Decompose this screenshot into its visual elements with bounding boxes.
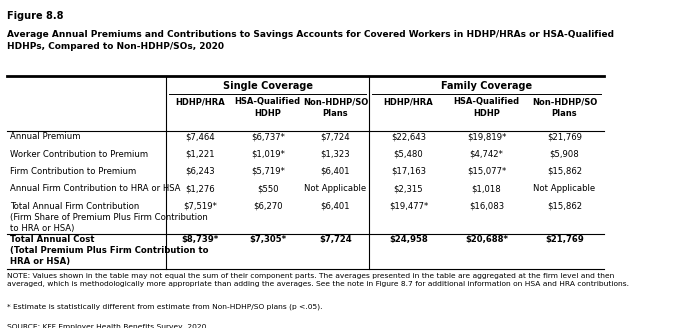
Text: $1,018: $1,018 (472, 184, 501, 193)
Text: Total Annual Cost
(Total Premium Plus Firm Contribution to
HRA or HSA): Total Annual Cost (Total Premium Plus Fi… (10, 235, 208, 266)
Text: $7,724: $7,724 (321, 132, 350, 141)
Text: $15,077*: $15,077* (467, 167, 506, 176)
Text: $22,643: $22,643 (391, 132, 426, 141)
Text: Total Annual Firm Contribution
(Firm Share of Premium Plus Firm Contribution
to : Total Annual Firm Contribution (Firm Sha… (10, 202, 207, 233)
Text: $19,819*: $19,819* (467, 132, 506, 141)
Text: $550: $550 (257, 184, 278, 193)
Text: $7,724: $7,724 (319, 235, 352, 244)
Text: Family Coverage: Family Coverage (441, 81, 532, 91)
Text: Non-HDHP/SO
Plans: Non-HDHP/SO Plans (303, 97, 368, 117)
Text: * Estimate is statistically different from estimate from Non-HDHP/SO plans (p <.: * Estimate is statistically different fr… (8, 304, 323, 310)
Text: $1,276: $1,276 (185, 184, 215, 193)
Text: Single Coverage: Single Coverage (223, 81, 313, 91)
Text: SOURCE: KFF Employer Health Benefits Survey, 2020: SOURCE: KFF Employer Health Benefits Sur… (8, 324, 207, 328)
Text: Not Applicable: Not Applicable (304, 184, 367, 193)
Text: $5,908: $5,908 (550, 150, 580, 158)
Text: Figure 8.8: Figure 8.8 (8, 10, 64, 21)
Text: Non-HDHP/SO
Plans: Non-HDHP/SO Plans (532, 97, 597, 117)
Text: Annual Firm Contribution to HRA or HSA: Annual Firm Contribution to HRA or HSA (10, 184, 180, 193)
Text: HSA-Qualified
HDHP: HSA-Qualified HDHP (453, 97, 519, 117)
Text: $5,719*: $5,719* (251, 167, 285, 176)
Text: $17,163: $17,163 (391, 167, 426, 176)
Text: $1,019*: $1,019* (251, 150, 285, 158)
Text: $5,480: $5,480 (393, 150, 423, 158)
Text: $7,305*: $7,305* (249, 235, 286, 244)
Text: $19,477*: $19,477* (389, 202, 428, 211)
Text: $21,769: $21,769 (545, 235, 584, 244)
Text: $21,769: $21,769 (547, 132, 582, 141)
Text: Worker Contribution to Premium: Worker Contribution to Premium (10, 150, 148, 158)
Text: $6,401: $6,401 (321, 202, 350, 211)
Text: $6,243: $6,243 (185, 167, 215, 176)
Text: $6,270: $6,270 (253, 202, 283, 211)
Text: Annual Premium: Annual Premium (10, 132, 80, 141)
Text: HDHP/HRA: HDHP/HRA (383, 97, 434, 106)
Text: $8,739*: $8,739* (181, 235, 219, 244)
Text: Firm Contribution to Premium: Firm Contribution to Premium (10, 167, 136, 176)
Text: $6,401: $6,401 (321, 167, 350, 176)
Text: Not Applicable: Not Applicable (534, 184, 596, 193)
Text: $6,737*: $6,737* (251, 132, 285, 141)
Text: $1,323: $1,323 (321, 150, 350, 158)
Text: $16,083: $16,083 (469, 202, 504, 211)
Text: NOTE: Values shown in the table may not equal the sum of their component parts. : NOTE: Values shown in the table may not … (8, 273, 629, 287)
Text: $1,221: $1,221 (185, 150, 215, 158)
Text: $20,688*: $20,688* (465, 235, 508, 244)
Text: $7,464: $7,464 (185, 132, 215, 141)
Text: Average Annual Premiums and Contributions to Savings Accounts for Covered Worker: Average Annual Premiums and Contribution… (8, 31, 615, 51)
Text: $7,519*: $7,519* (183, 202, 217, 211)
Text: $4,742*: $4,742* (470, 150, 503, 158)
Text: $2,315: $2,315 (394, 184, 423, 193)
Text: HDHP/HRA: HDHP/HRA (175, 97, 225, 106)
Text: $15,862: $15,862 (547, 167, 582, 176)
Text: $24,958: $24,958 (389, 235, 428, 244)
Text: $15,862: $15,862 (547, 202, 582, 211)
Text: HSA-Qualified
HDHP: HSA-Qualified HDHP (235, 97, 301, 117)
